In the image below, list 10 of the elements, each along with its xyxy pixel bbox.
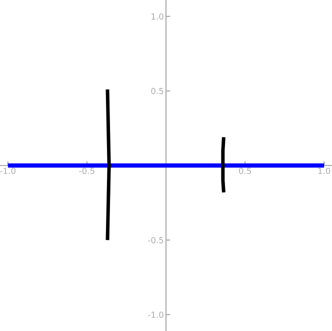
x-tick-label: 0.5 (238, 168, 251, 174)
y-tick-label: 0.5 (151, 88, 164, 94)
y-tick-label: -0.5 (148, 237, 164, 244)
line-series (106, 88, 111, 242)
x-tick-label: 1.0 (318, 168, 330, 174)
y-tick-label: -1.0 (148, 312, 164, 318)
y-tick-label: 1.0 (152, 13, 164, 20)
line-series (221, 135, 226, 194)
x-tick-label: -1.0 (0, 168, 16, 174)
x-tick-label: -0.5 (79, 168, 94, 174)
